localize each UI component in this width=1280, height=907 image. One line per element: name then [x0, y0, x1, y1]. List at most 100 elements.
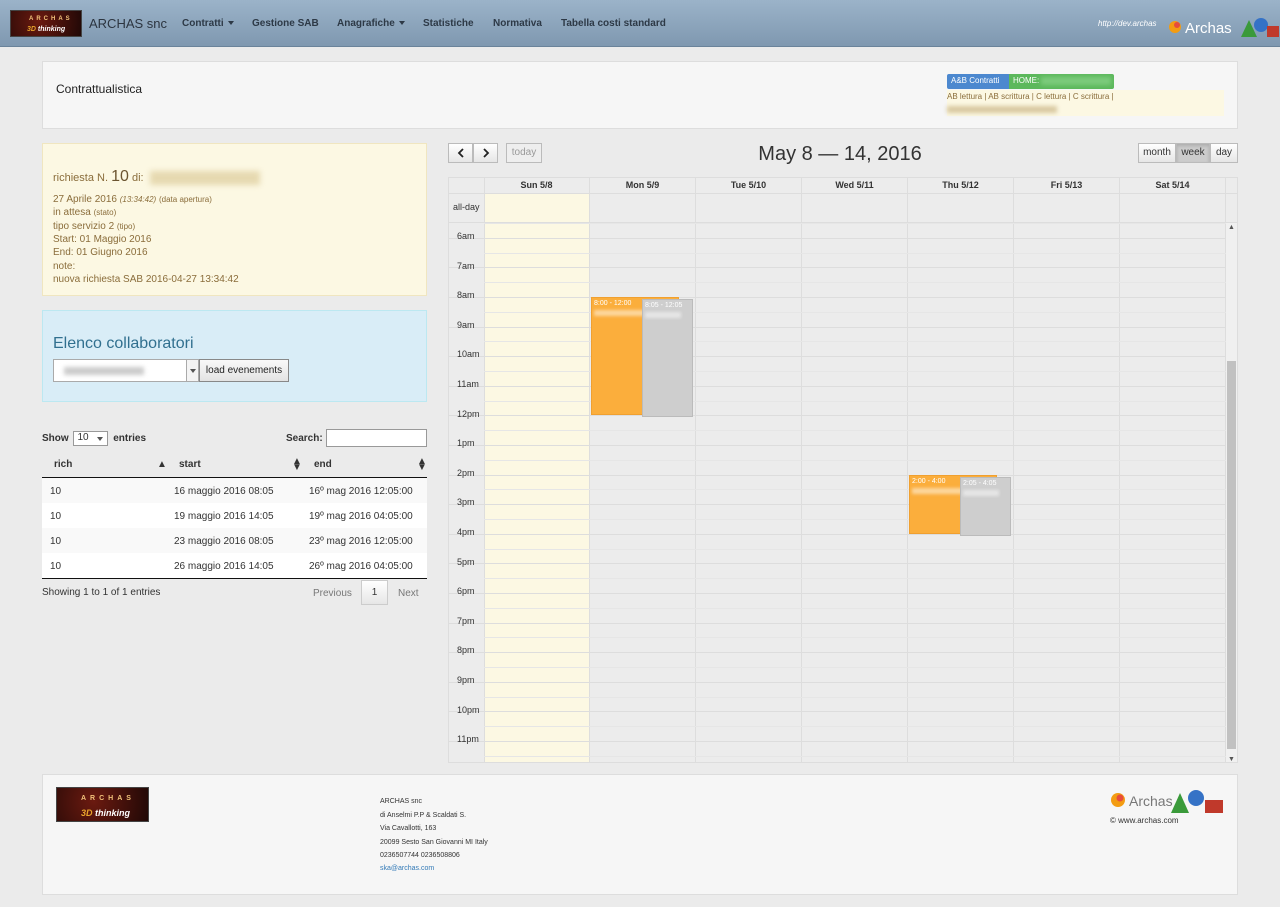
previous-button[interactable]: Previous	[313, 588, 352, 599]
calendar-scrollbar[interactable]: ▲ ▼	[1226, 223, 1237, 763]
column-rich[interactable]: rich	[54, 459, 73, 470]
footer-abc-logo-icon	[1171, 790, 1223, 813]
chevron-down-icon	[186, 360, 198, 381]
calendar-prev-button[interactable]	[448, 143, 473, 163]
footer-city: 20099 Sesto San Giovanni MI Italy	[380, 839, 488, 846]
caret-down-icon	[398, 21, 405, 26]
table-row[interactable]: 10 16 maggio 2016 08:05 16º mag 2016 12:…	[42, 478, 427, 503]
view-week-button[interactable]: week	[1176, 143, 1210, 163]
day-header: Tue 5/10	[730, 180, 767, 190]
page-title: Contrattualistica	[56, 82, 143, 96]
time-label: 4pm	[457, 527, 475, 537]
table-row[interactable]: 10 23 maggio 2016 08:05 23º mag 2016 12:…	[42, 528, 427, 553]
footer-owners: di Anselmi P.P & Scaldati S.	[380, 812, 467, 819]
day-header: Thu 5/12	[942, 180, 979, 190]
time-label: 12pm	[457, 409, 480, 419]
grid-line	[589, 178, 590, 762]
scroll-up-icon[interactable]: ▲	[1228, 224, 1235, 231]
request-start: Start: 01 Maggio 2016	[53, 234, 152, 245]
search-input[interactable]	[326, 429, 427, 447]
time-label: 11pm	[457, 734, 479, 744]
svg-text:Archas: Archas	[1129, 793, 1173, 809]
grid-line	[484, 726, 1237, 727]
table-info: Showing 1 to 1 of 1 entries	[42, 587, 161, 598]
event-title-blurred	[963, 490, 999, 496]
column-start[interactable]: start	[179, 459, 201, 470]
grid-line	[484, 253, 1237, 254]
grid-line	[484, 223, 1237, 224]
grid-line	[484, 430, 1237, 431]
view-month-button[interactable]: month	[1138, 143, 1176, 163]
calendar-event[interactable]: 2:05 - 4:05	[960, 477, 1011, 536]
permission-list: AB lettura | AB scrittura | C lettura | …	[947, 90, 1224, 116]
grid-line	[449, 193, 1237, 194]
nav-gestione-sab[interactable]: Gestione SAB	[252, 18, 319, 29]
grid-line	[449, 623, 1228, 624]
footer-email-link[interactable]: ska@archas.com	[380, 865, 435, 872]
table-row[interactable]: 10 26 maggio 2016 14:05 26º mag 2016 04:…	[42, 553, 427, 578]
event-title-blurred	[645, 312, 681, 318]
next-button[interactable]: Next	[398, 588, 419, 599]
scroll-thumb[interactable]	[1227, 361, 1236, 749]
nav-contratti[interactable]: Contratti	[182, 18, 234, 29]
day-header: Sat 5/14	[1155, 180, 1190, 190]
request-number: richiesta N. 10 di:	[53, 168, 260, 186]
time-label: 11am	[457, 379, 479, 389]
search-label: Search:	[286, 433, 323, 444]
table-divider	[42, 578, 427, 579]
calendar-event[interactable]: 8:05 - 12:05	[642, 299, 693, 417]
grid-line	[484, 549, 1237, 550]
event-title-blurred	[912, 488, 978, 494]
load-events-button[interactable]: load evenements	[199, 359, 289, 382]
scroll-down-icon[interactable]: ▼	[1228, 756, 1235, 763]
caret-down-icon	[227, 21, 234, 26]
abc-logo-icon	[1241, 18, 1279, 37]
grid-line	[449, 356, 1228, 357]
day-header: Sun 5/8	[520, 180, 553, 190]
grid-line	[484, 371, 1237, 372]
events-table: rich ▲ start ▲ ▼ end ▲ ▼ 10 16 maggio 2016…	[42, 452, 427, 579]
day-header: Fri 5/13	[1050, 180, 1083, 190]
grid-line	[449, 238, 1228, 239]
grid-line	[484, 282, 1237, 283]
event-time-label: 2:05 - 4:05	[963, 480, 997, 487]
nav-statistiche[interactable]: Statistiche	[423, 18, 474, 29]
grid-line	[449, 593, 1228, 594]
calendar-today-button[interactable]: today	[506, 143, 542, 163]
nav-tabella-costi[interactable]: Tabella costi standard	[561, 18, 666, 29]
view-day-button[interactable]: day	[1210, 143, 1238, 163]
request-date: 27 Aprile 2016 (13:34:42) (data apertura…	[53, 194, 212, 205]
grid-line	[1225, 178, 1226, 762]
grid-line	[801, 178, 802, 762]
time-label: 9pm	[457, 675, 475, 685]
grid-line	[449, 711, 1228, 712]
page-1-button[interactable]: 1	[361, 580, 388, 605]
footer-address: Via Cavallotti, 163	[380, 825, 437, 832]
request-note: note:	[53, 261, 76, 272]
column-end[interactable]: end	[314, 459, 332, 470]
event-time-label: 8:05 - 12:05	[645, 302, 683, 309]
calendar-next-button[interactable]	[473, 143, 498, 163]
request-end: End: 01 Giugno 2016	[53, 247, 148, 258]
time-label: 3pm	[457, 497, 475, 507]
collaborator-select[interactable]	[53, 359, 199, 382]
grid-line	[449, 327, 1228, 328]
chevron-right-icon	[482, 148, 489, 158]
table-row[interactable]: 10 19 maggio 2016 14:05 19º mag 2016 04:…	[42, 503, 427, 528]
server-url: http://dev.archas	[1098, 19, 1157, 28]
brand-name[interactable]: ARCHAS snc	[89, 16, 168, 31]
grid-line	[484, 460, 1237, 461]
grid-line	[484, 341, 1237, 342]
nav-normativa[interactable]: Normativa	[493, 18, 542, 29]
grid-line	[449, 386, 1228, 387]
svg-text:Archas: Archas	[1185, 20, 1232, 37]
nav-anagrafiche[interactable]: Anagrafiche	[337, 18, 405, 29]
archas-logo[interactable]: ARCHAS 3D thinking	[10, 10, 82, 37]
grid-line	[449, 652, 1228, 653]
sort-icon: ▲ ▼	[292, 456, 302, 473]
permission-badge: A&B Contratti HOME:	[947, 74, 1114, 89]
event-time-label: 2:00 - 4:00	[912, 478, 946, 485]
entries-select[interactable]: 10	[73, 431, 109, 446]
grid-line	[449, 504, 1228, 505]
day-header: Mon 5/9	[625, 180, 660, 190]
